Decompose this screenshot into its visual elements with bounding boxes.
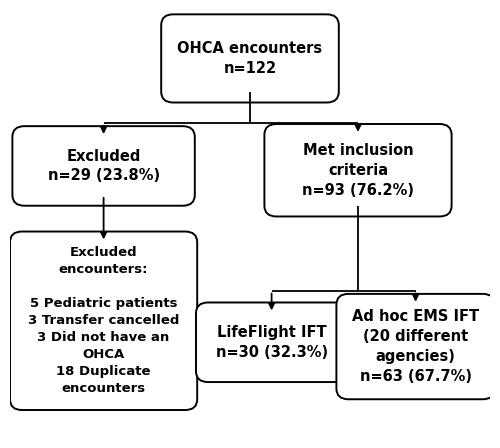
Text: Met inclusion
criteria
n=93 (76.2%): Met inclusion criteria n=93 (76.2%) (302, 143, 414, 198)
FancyBboxPatch shape (161, 14, 339, 103)
FancyBboxPatch shape (12, 126, 195, 206)
Text: OHCA encounters
n=122: OHCA encounters n=122 (178, 41, 322, 76)
FancyBboxPatch shape (264, 124, 452, 216)
FancyBboxPatch shape (196, 302, 347, 382)
Text: LifeFlight IFT
n=30 (32.3%): LifeFlight IFT n=30 (32.3%) (216, 325, 328, 360)
FancyBboxPatch shape (10, 232, 197, 410)
Text: Excluded
encounters:

5 Pediatric patients
3 Transfer cancelled
3 Did not have a: Excluded encounters: 5 Pediatric patient… (28, 246, 180, 395)
Text: Excluded
n=29 (23.8%): Excluded n=29 (23.8%) (48, 149, 160, 183)
FancyBboxPatch shape (336, 294, 495, 399)
Text: Ad hoc EMS IFT
(20 different
agencies)
n=63 (67.7%): Ad hoc EMS IFT (20 different agencies) n… (352, 310, 479, 384)
